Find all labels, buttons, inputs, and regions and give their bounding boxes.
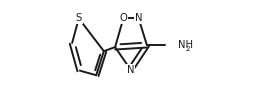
- Text: S: S: [76, 13, 82, 23]
- Text: N: N: [127, 65, 134, 75]
- Text: N: N: [135, 13, 143, 23]
- Text: O: O: [119, 13, 127, 23]
- Text: NH: NH: [178, 40, 193, 50]
- Text: 2: 2: [185, 46, 190, 52]
